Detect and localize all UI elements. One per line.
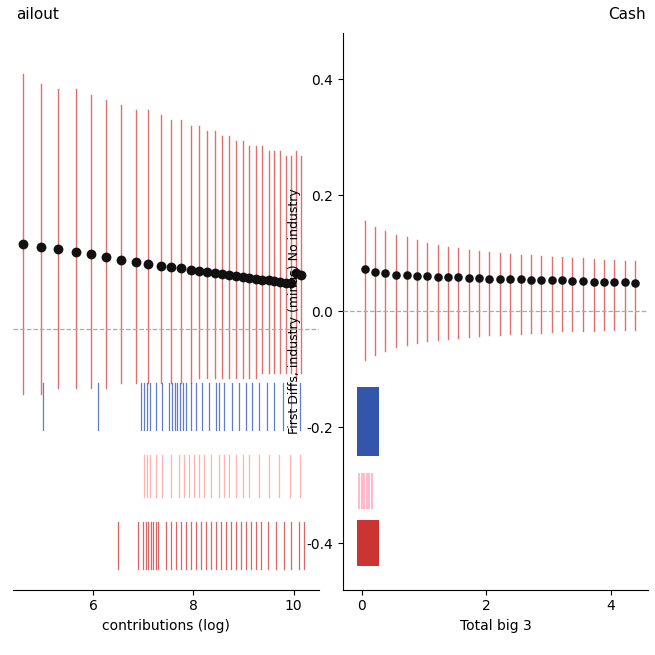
Point <box>546 275 557 286</box>
Point <box>130 257 141 267</box>
Point <box>100 252 111 262</box>
Point <box>402 270 412 280</box>
Point <box>296 270 307 280</box>
Point <box>432 272 443 282</box>
Point <box>85 249 96 259</box>
Point <box>629 278 640 288</box>
Point <box>210 268 221 278</box>
Point <box>536 274 546 285</box>
Point <box>360 264 370 274</box>
Point <box>194 266 204 276</box>
Point <box>251 273 261 284</box>
Point <box>578 276 588 286</box>
Point <box>609 277 620 288</box>
Point <box>274 276 285 287</box>
Point <box>474 273 484 284</box>
Point <box>18 239 28 250</box>
Point <box>35 242 46 252</box>
Point <box>391 269 402 280</box>
X-axis label: Total big 3: Total big 3 <box>460 619 532 633</box>
Point <box>143 259 153 269</box>
Point <box>505 274 515 284</box>
Text: Cash: Cash <box>608 7 645 22</box>
Point <box>380 268 390 278</box>
Point <box>411 271 422 281</box>
Point <box>176 263 186 274</box>
Point <box>115 254 126 265</box>
Point <box>71 246 81 257</box>
Point <box>443 272 453 283</box>
Point <box>53 244 64 255</box>
Point <box>231 271 242 281</box>
Point <box>185 265 196 275</box>
Text: ailout: ailout <box>16 7 59 22</box>
Point <box>557 275 568 286</box>
Bar <box>357 520 379 567</box>
X-axis label: contributions (log): contributions (log) <box>102 619 230 633</box>
Bar <box>357 386 379 456</box>
Point <box>588 276 599 287</box>
Point <box>238 272 248 282</box>
Point <box>217 269 228 279</box>
Point <box>495 273 505 284</box>
Point <box>244 272 255 283</box>
Point <box>291 268 301 278</box>
Y-axis label: First Diffs, industry (minus) No industry: First Diffs, industry (minus) No industr… <box>288 188 301 434</box>
Point <box>526 274 536 285</box>
Point <box>484 273 495 284</box>
Point <box>286 278 296 288</box>
Point <box>620 277 630 288</box>
Point <box>224 270 234 280</box>
Point <box>166 262 176 272</box>
Point <box>264 275 274 286</box>
Point <box>598 276 608 287</box>
Point <box>567 276 578 286</box>
Point <box>422 271 432 282</box>
Point <box>280 278 291 288</box>
Point <box>156 261 166 271</box>
Point <box>515 274 526 284</box>
Point <box>202 267 213 277</box>
Point <box>453 272 464 283</box>
Point <box>269 276 280 286</box>
Point <box>464 273 474 284</box>
Point <box>257 274 268 285</box>
Point <box>370 267 381 277</box>
